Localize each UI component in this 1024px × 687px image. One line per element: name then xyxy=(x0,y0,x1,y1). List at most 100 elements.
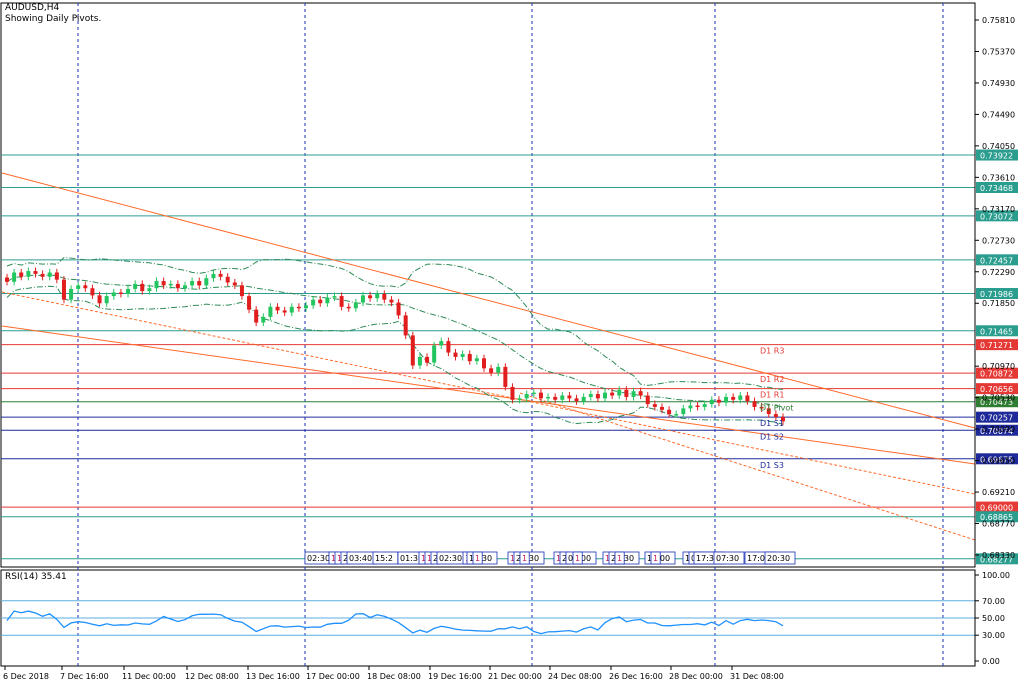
candle xyxy=(389,296,394,307)
candle xyxy=(510,383,515,404)
candle xyxy=(126,285,131,298)
trend-lines xyxy=(1,172,976,541)
time-tick-label-1: 7 Dec 16:00 xyxy=(60,672,109,681)
candle-body xyxy=(61,279,66,300)
candle xyxy=(360,291,365,307)
candle xyxy=(353,298,358,312)
level-tag-7 xyxy=(976,367,1018,379)
candle xyxy=(197,277,202,289)
price-tick-label-8: 0.72290 xyxy=(982,268,1015,277)
candle xyxy=(688,401,693,412)
candle xyxy=(211,270,216,282)
candle xyxy=(417,353,422,370)
candle xyxy=(481,354,486,372)
candle-body xyxy=(54,272,59,280)
candle xyxy=(474,354,479,365)
candle xyxy=(332,292,337,302)
chart-symbol: AUDUSD,H4 xyxy=(5,3,60,13)
candle-body xyxy=(610,392,615,396)
session-box-20 xyxy=(572,551,583,565)
candle xyxy=(766,404,771,418)
price-tick-label-12: 0.70090 xyxy=(982,425,1015,434)
candle xyxy=(26,267,31,281)
level-tag-11 xyxy=(976,424,1018,436)
pivot-label-11: D1 S2 xyxy=(760,432,784,441)
candle xyxy=(667,406,672,418)
candle-body xyxy=(118,292,123,295)
candle xyxy=(524,390,529,402)
session-label-18: 2 xyxy=(562,554,567,563)
candle xyxy=(432,341,437,367)
candle xyxy=(83,281,88,292)
level-tag-text-3: 0.72457 xyxy=(980,256,1013,265)
candle xyxy=(574,394,579,405)
candle-body xyxy=(175,283,180,289)
level-tag-text-12: 0.69675 xyxy=(980,455,1013,464)
candle xyxy=(346,303,351,312)
candle-body xyxy=(410,335,415,366)
candle-body xyxy=(524,394,529,399)
level-tag-2 xyxy=(976,210,1018,222)
candle-body xyxy=(595,394,600,399)
price-tick-label-7: 0.72730 xyxy=(982,236,1015,245)
candle xyxy=(111,288,116,300)
candle-body xyxy=(353,302,358,309)
candle xyxy=(69,285,74,304)
time-tick-label-7: 19 Dec 16:00 xyxy=(428,672,482,681)
candle xyxy=(268,303,273,321)
time-tick-label-9: 24 Dec 08:00 xyxy=(548,672,602,681)
candle-body xyxy=(40,273,45,277)
candle-body xyxy=(346,306,351,309)
candle xyxy=(190,277,195,289)
candle-body xyxy=(752,401,757,407)
candle xyxy=(396,298,401,319)
candle xyxy=(375,290,380,302)
candle xyxy=(659,403,664,414)
candle xyxy=(247,292,252,314)
candle xyxy=(560,391,565,404)
candle xyxy=(546,393,551,402)
candle-body xyxy=(781,416,785,422)
candle-body xyxy=(631,391,636,397)
candle xyxy=(311,296,316,309)
price-tick-label-6: 0.73170 xyxy=(982,205,1015,214)
candle-body xyxy=(26,271,31,277)
candle xyxy=(19,268,24,281)
candle-body xyxy=(204,278,209,286)
level-tag-text-9: 0.70473 xyxy=(980,398,1013,407)
candle-body xyxy=(467,354,472,362)
candle-body xyxy=(460,354,465,357)
candle-body xyxy=(133,283,138,289)
candle-body xyxy=(538,392,543,399)
price-tick-label-2: 0.74930 xyxy=(982,79,1015,88)
bollinger-bands xyxy=(6,256,784,425)
candle-body xyxy=(232,282,237,286)
candle-body xyxy=(325,297,330,304)
level-tag-text-0: 0.73922 xyxy=(980,152,1013,161)
band-upper xyxy=(6,256,784,390)
rsi-tick-label-4: 0.00 xyxy=(982,657,1000,666)
candle xyxy=(289,303,294,317)
candle xyxy=(296,303,301,312)
candle xyxy=(33,267,38,278)
candle-body xyxy=(759,406,764,409)
candle-body xyxy=(773,414,778,417)
candle xyxy=(425,353,430,367)
level-tag-0 xyxy=(976,149,1018,161)
price-tick-label-9: 0.71850 xyxy=(982,299,1015,308)
candle-body xyxy=(76,285,81,289)
candle-body xyxy=(681,408,686,415)
candle xyxy=(76,281,81,293)
candle xyxy=(617,386,622,400)
rsi-panel: 100.00 70.00 50.00 30.00 0.00 xyxy=(1,570,1010,666)
candle-body xyxy=(638,391,643,396)
rsi-tick-label-2: 50.00 xyxy=(982,614,1005,623)
candle xyxy=(724,393,729,407)
candle-body xyxy=(268,306,273,317)
pivot-label-10: D1 S1 xyxy=(760,419,784,428)
session-label-10: 02:30 xyxy=(439,554,462,563)
level-tag-text-6: 0.71271 xyxy=(980,341,1013,350)
session-label-30: 17:00 xyxy=(747,554,770,563)
level-tag-text-1: 0.73468 xyxy=(980,184,1013,193)
candle-body xyxy=(574,398,579,402)
